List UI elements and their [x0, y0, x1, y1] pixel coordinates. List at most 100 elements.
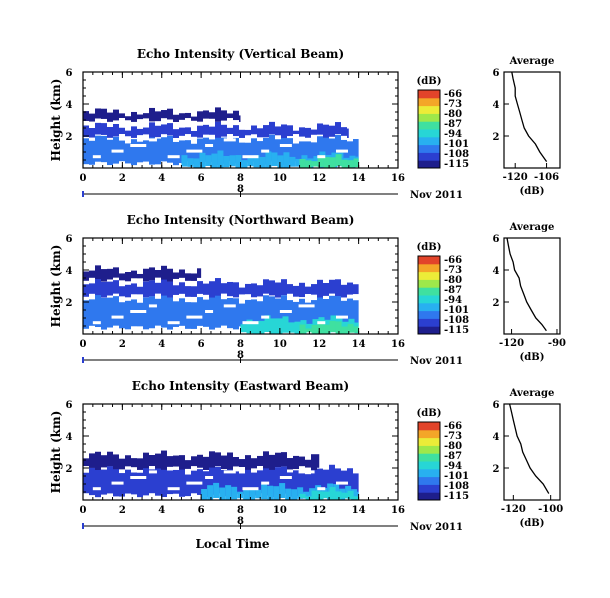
- echo-cell: [209, 112, 215, 119]
- echo-cell: [221, 299, 227, 326]
- echo-cell: [197, 281, 203, 294]
- echo-cell: [257, 128, 263, 138]
- colorbar-tick-label: -108: [444, 315, 469, 326]
- echo-cell: [231, 486, 238, 500]
- colorbar-tick-label: -115: [444, 325, 469, 336]
- echo-cell: [197, 454, 203, 468]
- echo-cell: [341, 159, 348, 168]
- echo-cell: [143, 467, 149, 496]
- data-gap: [167, 321, 180, 325]
- colorbar-tick-label: -73: [444, 265, 462, 276]
- echo-cell: [209, 297, 215, 330]
- y-tick-label: 6: [66, 68, 73, 79]
- echo-cell: [125, 300, 131, 330]
- echo-cell: [353, 139, 359, 163]
- echo-cell: [241, 160, 248, 168]
- echo-cell: [197, 297, 203, 326]
- echo-cell: [347, 128, 349, 138]
- echo-cell: [335, 134, 341, 162]
- echo-cell: [89, 299, 95, 326]
- echo-cell: [233, 471, 239, 494]
- data-gap: [223, 138, 236, 142]
- echo-cell: [293, 285, 299, 297]
- echo-cell: [253, 155, 260, 168]
- echo-cell: [261, 483, 268, 500]
- x-tick-label: 10: [273, 339, 287, 350]
- y-tick-label: 6: [66, 234, 73, 245]
- echo-cell: [293, 470, 299, 497]
- echo-cell: [143, 268, 149, 282]
- echo-cell: [215, 121, 221, 138]
- echo-cell: [137, 472, 143, 498]
- colorbar-tick-label: -66: [444, 255, 462, 266]
- echo-cell: [155, 138, 161, 165]
- y-tick-label: 2: [66, 298, 73, 309]
- x-tick-label: 0: [80, 505, 87, 516]
- colorbar-unit: (dB): [417, 76, 442, 87]
- x-tick-label: 14: [352, 339, 366, 350]
- profile-y-tick-label: 6: [493, 400, 500, 411]
- colorbar-tick-label: -80: [444, 109, 462, 120]
- x-tick-label: 8: [237, 173, 244, 184]
- echo-cell: [211, 153, 218, 168]
- x-tick-label: 2: [119, 505, 126, 516]
- echo-cell: [317, 136, 323, 162]
- colorbar-swatch: [418, 310, 440, 319]
- echo-cell: [167, 268, 173, 282]
- data-gap: [261, 315, 270, 319]
- echo-cell: [203, 471, 209, 498]
- x-tick-label: 4: [158, 505, 165, 516]
- echo-cell: [95, 294, 101, 328]
- echo-cell: [275, 298, 281, 330]
- colorbar-swatch: [418, 492, 440, 501]
- echo-cell: [311, 129, 317, 135]
- echo-cell: [329, 125, 335, 137]
- colorbar-swatch: [418, 318, 440, 327]
- x-tick-label: 0: [80, 173, 87, 184]
- echo-cell: [143, 113, 149, 119]
- colorbar-swatch: [418, 271, 440, 280]
- echo-cell: [263, 279, 269, 294]
- echo-cell: [119, 273, 125, 281]
- y-tick-label: 4: [66, 432, 73, 443]
- echo-cell: [107, 466, 113, 494]
- echo-cell: [317, 321, 324, 334]
- echo-cell: [113, 454, 119, 470]
- data-gap: [261, 481, 270, 485]
- echo-cell: [269, 280, 275, 296]
- echo-cell: [227, 452, 233, 470]
- x-tick-label: 16: [391, 505, 405, 516]
- colorbar-swatch: [418, 90, 440, 99]
- echo-cell: [205, 155, 212, 167]
- colorbar-swatch: [418, 295, 440, 304]
- data-gap: [223, 470, 236, 474]
- echo-cell: [83, 125, 89, 137]
- echo-cell: [281, 124, 287, 138]
- echo-cell: [243, 487, 250, 500]
- echo-cell: [107, 281, 113, 296]
- echo-cell: [131, 283, 137, 295]
- echo-cell: [107, 268, 113, 280]
- profile-y-tick-label: 4: [493, 432, 500, 443]
- y-tick-label: 4: [66, 266, 73, 277]
- data-gap: [317, 155, 326, 159]
- data-gap: [167, 155, 180, 159]
- echo-cell: [215, 134, 221, 165]
- y-tick-label: 2: [66, 132, 73, 143]
- profile-y-tick-label: 4: [493, 266, 500, 277]
- echo-cell: [317, 491, 324, 500]
- echo-cell: [217, 150, 224, 168]
- heatmap: [83, 265, 359, 334]
- profile-line: [506, 237, 547, 332]
- echo-cell: [143, 140, 149, 162]
- echo-cell: [229, 155, 236, 167]
- echo-cell: [353, 284, 359, 295]
- echo-cell: [251, 472, 257, 496]
- echo-cell: [167, 297, 173, 330]
- echo-cell: [239, 303, 245, 327]
- data-gap: [186, 481, 203, 485]
- echo-cell: [233, 110, 239, 121]
- echo-cell: [357, 491, 359, 500]
- echo-cell: [209, 139, 215, 162]
- echo-cell: [335, 491, 342, 500]
